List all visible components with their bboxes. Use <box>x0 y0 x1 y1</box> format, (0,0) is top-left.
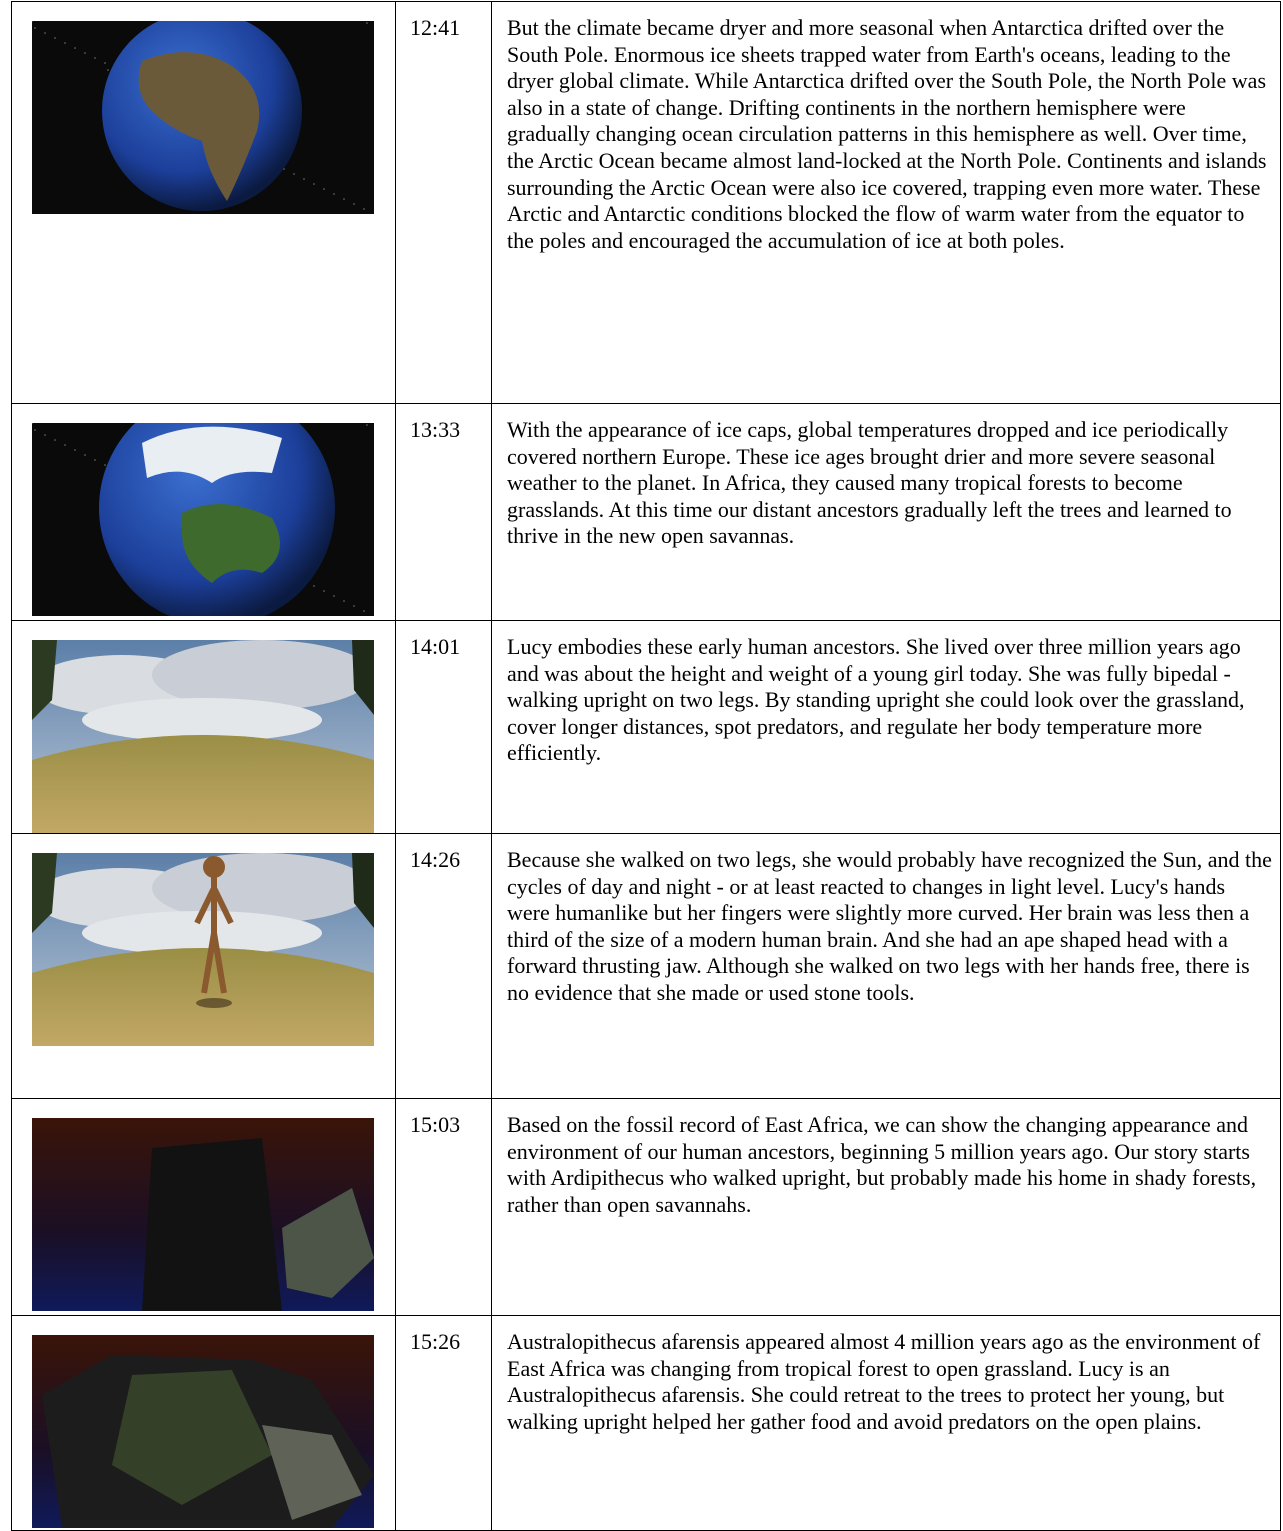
thumbnail-cell <box>11 403 396 621</box>
thumbnail <box>32 1118 374 1311</box>
thumbnail <box>32 640 374 833</box>
thumbnail-cell <box>11 1315 396 1531</box>
row: 15:03 Based on the fossil record of East … <box>11 1098 1281 1316</box>
row: 15:26 Australopithecus afarensis appeared… <box>11 1315 1281 1531</box>
row: 12:41 But the climate became dryer and mo… <box>11 1 1281 404</box>
narration: But the climate became dryer and more se… <box>491 1 1281 404</box>
thumbnail-cell <box>11 833 396 1099</box>
narration: With the appearance of ice caps, global … <box>491 403 1281 621</box>
narration: Australopithecus afarensis appeared almo… <box>491 1315 1281 1531</box>
thumbnail <box>32 1335 374 1528</box>
narration: Based on the fossil record of East Afric… <box>491 1098 1281 1316</box>
timestamp: 14:26 <box>395 833 492 1099</box>
timestamp: 15:26 <box>395 1315 492 1531</box>
narration: Lucy embodies these early human ancestor… <box>491 620 1281 834</box>
thumbnail <box>32 853 374 1046</box>
timestamp: 14:01 <box>395 620 492 834</box>
thumbnail-cell <box>11 620 396 834</box>
thumbnail <box>32 423 374 616</box>
row: 13:33 With the appearance of ice caps, gl… <box>11 403 1281 621</box>
timestamp: 15:03 <box>395 1098 492 1316</box>
thumbnail <box>32 21 374 214</box>
timestamp: 13:33 <box>395 403 492 621</box>
storyboard-table: 12:41 But the climate became dryer and mo… <box>11 1 1281 1531</box>
timestamp: 12:41 <box>395 1 492 404</box>
row: 14:26 Because she walked on two legs, she… <box>11 833 1281 1099</box>
row: 14:01 Lucy embodies these early human anc… <box>11 620 1281 834</box>
thumbnail-cell <box>11 1 396 404</box>
thumbnail-cell <box>11 1098 396 1316</box>
narration: Because she walked on two legs, she woul… <box>491 833 1281 1099</box>
